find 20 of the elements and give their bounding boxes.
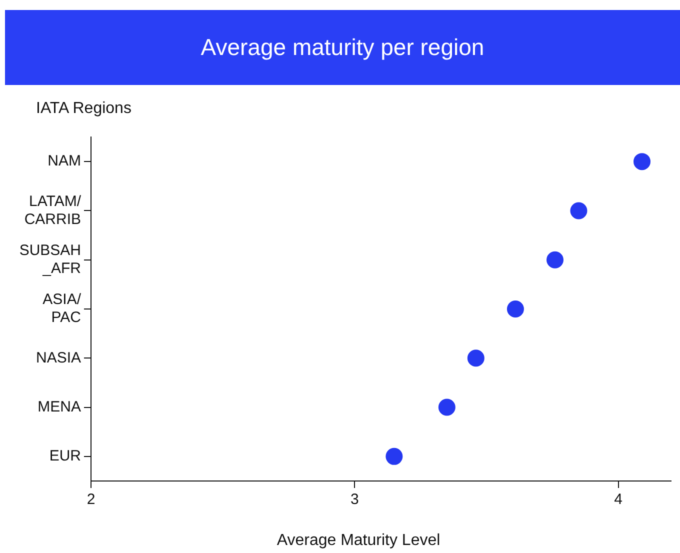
- x-axis-title: Average Maturity Level: [276, 532, 442, 550]
- y-tick-label: NAM: [48, 152, 81, 170]
- point: [634, 153, 650, 170]
- x-tick-label: 3: [350, 491, 359, 508]
- point: [467, 350, 484, 367]
- y-tick-label: NASIA: [36, 349, 81, 366]
- x-tick-label: 2: [86, 491, 96, 508]
- y-tick-label: SUBSAH _AFR: [19, 242, 82, 277]
- point: [546, 251, 564, 268]
- y-tick-label: ASIA/ PAC: [42, 291, 82, 326]
- point: [386, 448, 403, 465]
- y-tick-label: MENA: [38, 398, 81, 416]
- point: [506, 300, 524, 318]
- point: [570, 202, 588, 220]
- point: [438, 398, 456, 416]
- y-tick-label: EUR: [49, 448, 82, 465]
- y-axis-title: IATA Regions: [36, 100, 132, 118]
- y-tick-label: LATAM/ CARRIB: [24, 192, 82, 228]
- chart-title: Average maturity per region: [5, 10, 680, 85]
- x-tick-label: 4: [614, 491, 622, 508]
